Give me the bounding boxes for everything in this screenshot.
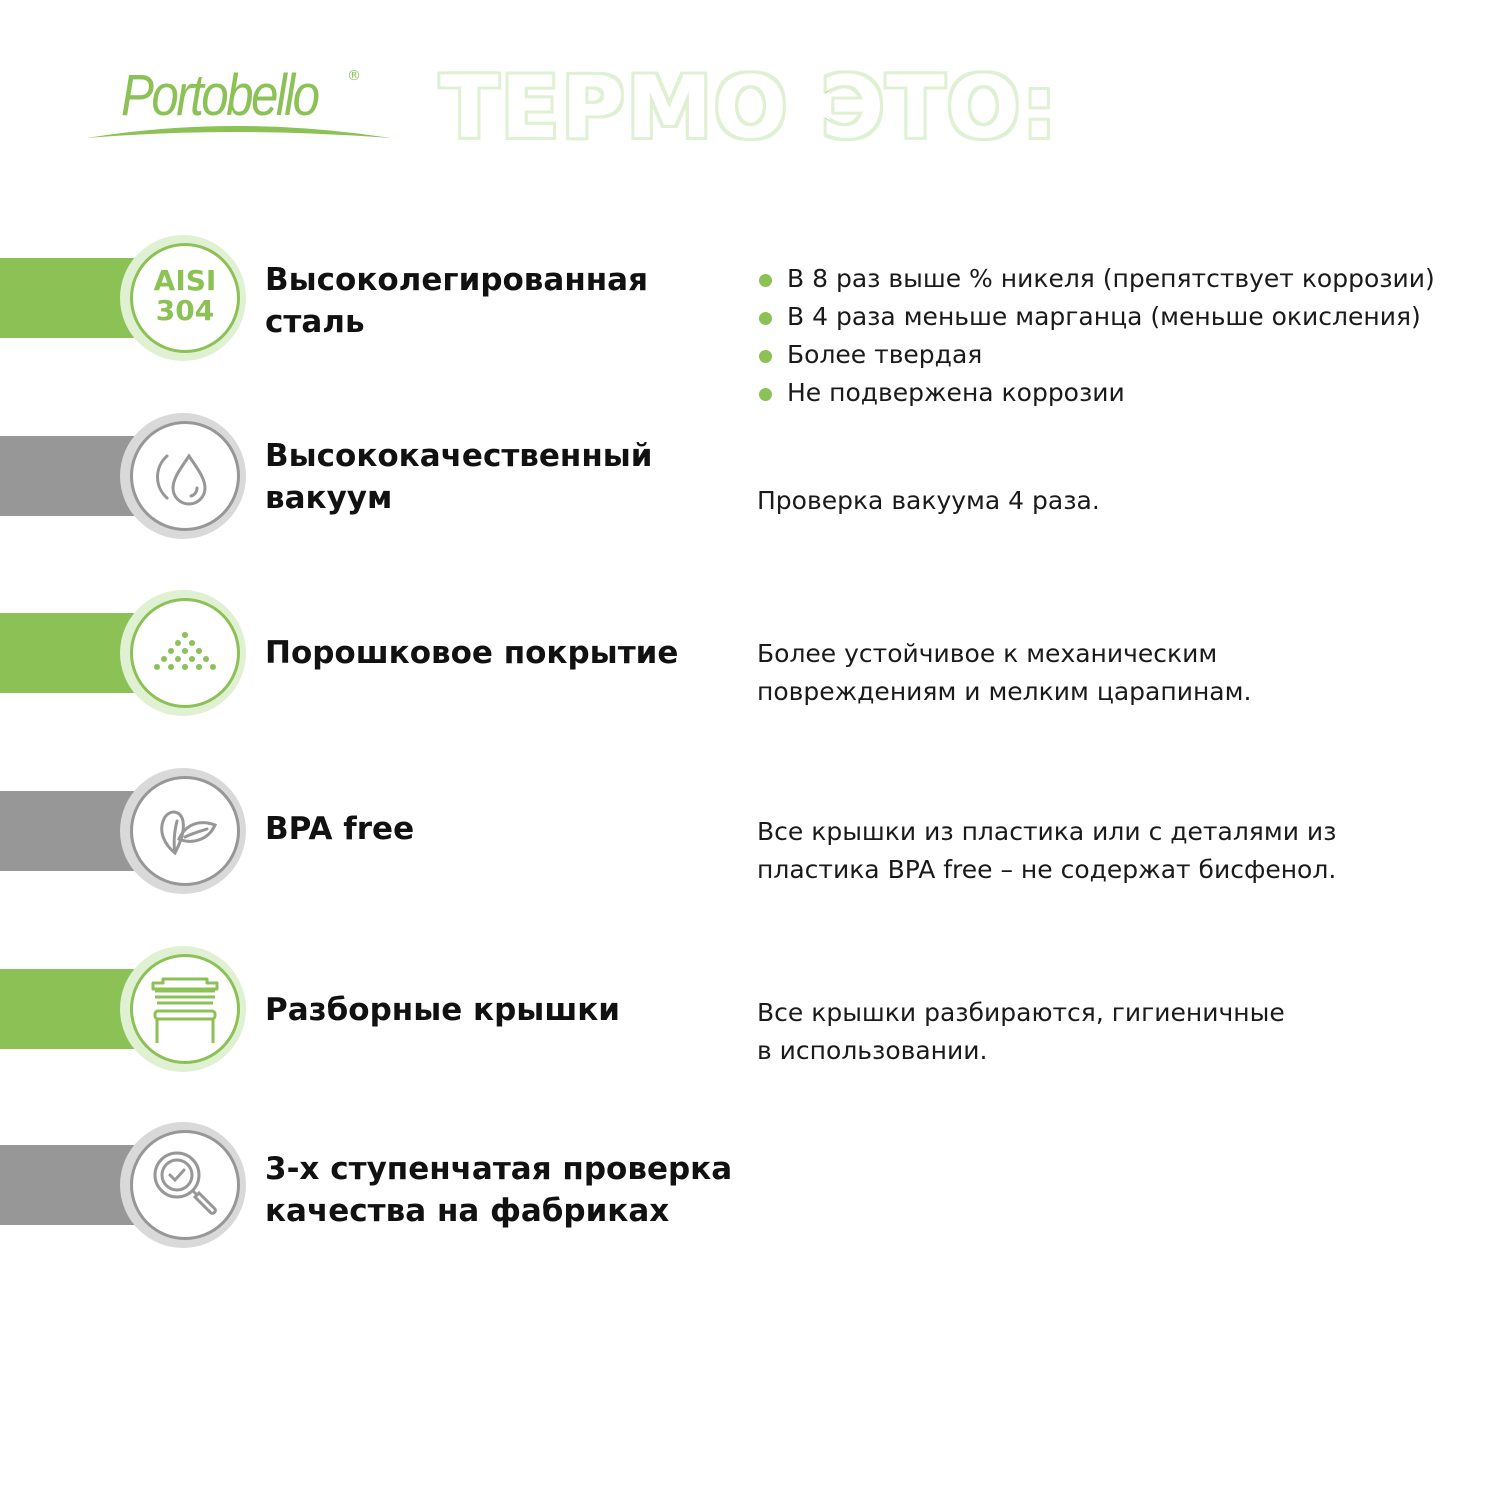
lid-icon [151, 977, 219, 1043]
feature-row-steel: AISI 304 Высоколегированная сталь В 8 раз … [0, 233, 1500, 407]
bullet-item: В 4 раза меньше марганца (меньше окислен… [757, 298, 1435, 336]
icon-circle [130, 954, 240, 1064]
feature-title: Высоколегированная сталь [265, 262, 649, 340]
bullet-item: Не подвержена коррозии [757, 374, 1435, 412]
feature-description: Проверка вакуума 4 раза. [757, 486, 1100, 515]
feature-row-vacuum: Высококачественный вакуум Проверка вакуум… [0, 411, 1500, 541]
feature-row-powder-coating: Порошковое покрытие Более устойчивое к м… [0, 588, 1500, 718]
feature-description: Все крышки из пластика или с деталями из… [757, 817, 1337, 884]
bullet-item: В 8 раз выше % никеля (препятствует корр… [757, 260, 1435, 298]
feature-title: 3-х ступенчатая проверка качества на фабр… [265, 1151, 733, 1229]
feature-title: BPA free [265, 811, 415, 847]
feature-row-bpa-free: BPA free Все крышки из пластика или с де… [0, 766, 1500, 896]
portobello-logo: Portobello ® [85, 62, 395, 147]
registered-mark: ® [347, 68, 361, 84]
badge-text-304: 304 [155, 294, 215, 327]
page-title: ТЕРМО ЭТО: [438, 57, 1059, 160]
vacuum-drop-icon [156, 453, 207, 506]
bullet-item: Более твердая [757, 336, 1435, 374]
feature-title: Разборные крышки [265, 992, 621, 1028]
aisi-304-badge: AISI 304 [130, 243, 240, 353]
feature-row-quality-check: 3-х ступенчатая проверка качества на фабр… [0, 1120, 1500, 1250]
icon-circle [130, 598, 240, 708]
leaf-icon [160, 810, 217, 856]
feature-description: Все крышки разбираются, гигиеничные в исп… [757, 998, 1285, 1065]
icon-circle [130, 776, 240, 886]
logo-text: Portobello [121, 63, 320, 128]
magnifier-check-icon [153, 1151, 217, 1215]
logo-swoosh-icon [87, 126, 390, 138]
feature-row-removable-lids: Разборные крышки Все крышки разбираются,… [0, 944, 1500, 1074]
feature-bullets: В 8 раз выше % никеля (препятствует корр… [757, 260, 1435, 412]
badge-text-aisi: AISI [153, 264, 217, 297]
icon-circle [130, 1130, 240, 1240]
feature-description: Более устойчивое к механическим поврежден… [757, 639, 1252, 706]
powder-dots-icon [154, 632, 216, 670]
feature-title: Порошковое покрытие [265, 635, 679, 671]
feature-title: Высококачественный вакуум [265, 438, 653, 516]
icon-circle [130, 421, 240, 531]
